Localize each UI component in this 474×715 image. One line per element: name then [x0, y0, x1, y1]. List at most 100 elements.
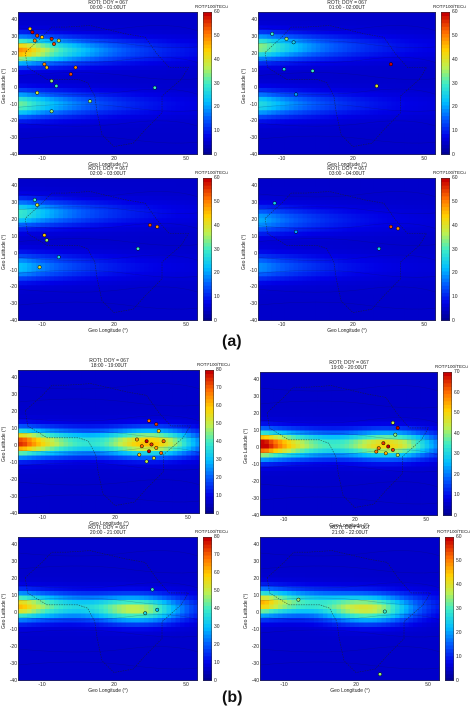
field-cell [121, 303, 127, 309]
field-cell [280, 213, 286, 219]
field-cell [275, 61, 281, 67]
field-cell [171, 79, 177, 85]
field-cell [184, 200, 190, 206]
field-cell [27, 200, 33, 206]
field-cell [54, 262, 60, 268]
field-cell [180, 83, 186, 89]
field-cell [36, 253, 42, 260]
field-cell [67, 87, 73, 94]
field-cell [387, 29, 393, 35]
field-cell [311, 227, 317, 233]
field-cell [72, 150, 78, 155]
field-cell [355, 204, 361, 210]
field-cell [63, 128, 69, 134]
field-cell [324, 123, 330, 129]
field-cell [90, 253, 96, 260]
field-cell [126, 253, 132, 260]
field-cell [355, 245, 361, 251]
station-marker [49, 36, 54, 41]
field-cell [108, 137, 114, 143]
field-cell [338, 123, 344, 129]
field-cell [431, 236, 436, 242]
field-cell [67, 303, 73, 309]
field-cell [382, 12, 388, 18]
field-cell [36, 123, 42, 129]
field-cell [422, 16, 428, 22]
field-cell [373, 186, 379, 193]
field-cell [67, 200, 73, 206]
field-cell [409, 222, 415, 228]
field-cell [189, 236, 195, 242]
field-cell [22, 141, 28, 147]
field-cell [175, 186, 181, 193]
field-cell [378, 96, 384, 102]
field-cell [99, 20, 105, 27]
field-cell [157, 79, 163, 85]
field-cell [404, 150, 410, 155]
field-cell [422, 114, 428, 120]
field-cell [139, 298, 145, 304]
field-cell [262, 141, 268, 147]
field-cell [180, 128, 186, 134]
field-cell [315, 119, 321, 125]
field-cell [67, 316, 73, 321]
field-cell [162, 200, 168, 206]
field-cell [31, 141, 37, 147]
field-cell [130, 61, 136, 67]
field-cell [135, 123, 141, 129]
field-cell [298, 150, 304, 155]
field-cell [90, 96, 96, 102]
field-cell [311, 253, 317, 260]
field-cell [117, 236, 123, 242]
field-cell [175, 267, 181, 273]
field-cell [347, 110, 353, 116]
field-cell [180, 92, 186, 98]
colorbar-segment [441, 58, 450, 63]
field-cell [266, 236, 272, 242]
field-cell [355, 101, 361, 107]
field-cell [333, 227, 339, 233]
field-cell [162, 195, 168, 201]
field-cell [54, 271, 60, 277]
field-cell [157, 146, 163, 152]
field-cell [382, 61, 388, 67]
colorbar-tick-label: 0 [214, 318, 217, 324]
field-cell [153, 240, 159, 246]
field-cell [153, 218, 159, 224]
field-cell [85, 231, 91, 237]
field-cell [275, 240, 281, 246]
field-cell [112, 271, 118, 277]
field-cell [378, 12, 384, 18]
colorbar-segment [441, 83, 450, 88]
field-cell [342, 105, 348, 111]
field-cell [302, 146, 308, 152]
station-marker [44, 238, 49, 243]
field-cell [329, 222, 335, 228]
field-cell [324, 43, 330, 49]
field-cell [18, 312, 24, 318]
field-cell [117, 262, 123, 268]
field-cell [121, 271, 127, 277]
field-cell [360, 213, 366, 219]
field-cell [298, 105, 304, 111]
field-cell [180, 52, 186, 58]
field-cell [184, 96, 190, 102]
field-cell [284, 128, 290, 134]
field-cell [342, 20, 348, 27]
field-cell [193, 262, 198, 268]
field-cell [284, 204, 290, 210]
field-cell [271, 245, 277, 251]
field-cell [31, 83, 37, 89]
field-cell [258, 56, 264, 62]
field-cell [108, 141, 114, 147]
field-cell [184, 56, 190, 62]
field-cell [76, 114, 82, 120]
field-cell [27, 65, 33, 71]
contour-line [258, 40, 436, 48]
field-cell [166, 114, 172, 120]
field-cell [418, 191, 424, 197]
field-cell [130, 258, 136, 264]
field-cell [153, 182, 159, 188]
field-cell [157, 20, 163, 27]
y-tick-label: 30 [251, 34, 257, 41]
